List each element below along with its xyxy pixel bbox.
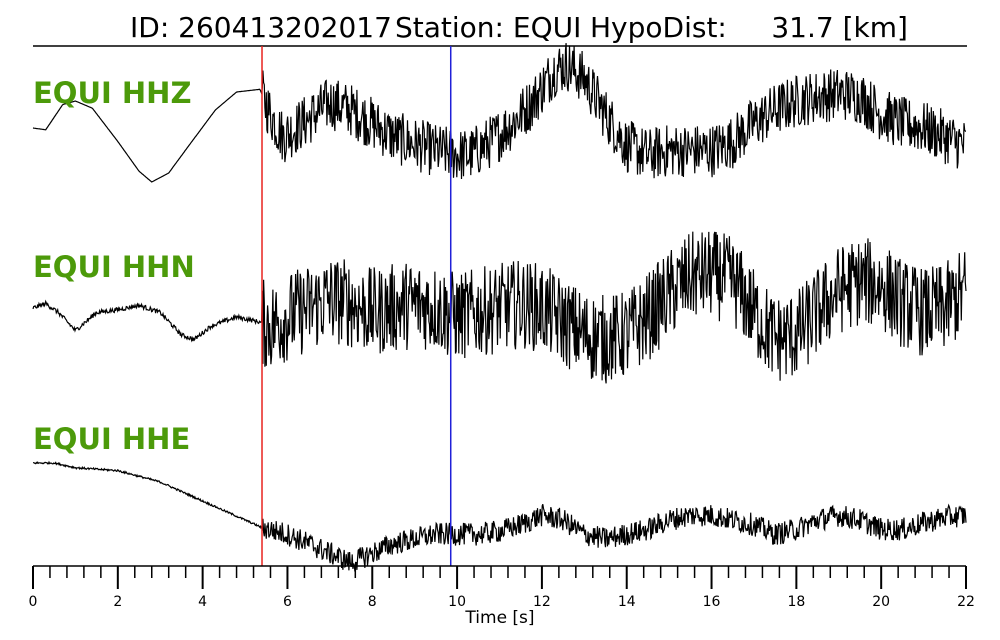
channel-label-equi-hhe: EQUI HHE: [33, 422, 190, 456]
x-tick-label: 12: [533, 594, 551, 610]
x-tick-label: 20: [872, 594, 890, 610]
x-tick-label: 22: [957, 594, 975, 610]
x-tick-label: 16: [703, 594, 721, 610]
title-station: Station: EQUI: [395, 11, 581, 44]
x-tick-label: 10: [448, 594, 466, 610]
x-tick-label: 8: [368, 594, 377, 610]
x-tick-label: 18: [787, 594, 805, 610]
x-tick-label: 0: [29, 594, 38, 610]
x-axis-label: Time [s]: [464, 608, 534, 628]
trace-group: [32, 43, 967, 572]
trace-equi-hhn: [32, 231, 967, 384]
channel-label-equi-hhz: EQUI HHZ: [33, 76, 191, 110]
x-tick-label: 2: [113, 594, 122, 610]
x-axis-ticks: 0 2 4 6 8 10 12 14 16 18 20 22: [29, 566, 975, 610]
trace-equi-hhz: [32, 43, 966, 183]
phase-pick-group: [261, 46, 452, 566]
channel-label-group: EQUI HHZ EQUI HHN EQUI HHE: [33, 76, 195, 456]
x-axis: 0 2 4 6 8 10 12 14 16 18 20 22 Time [s]: [29, 565, 975, 628]
x-tick-label: 14: [618, 594, 636, 610]
x-tick-label: 4: [198, 594, 207, 610]
title-id: ID: 260413202017: [130, 11, 392, 44]
x-tick-label: 6: [283, 594, 292, 610]
trace-equi-hhe: [33, 460, 967, 572]
channel-label-equi-hhn: EQUI HHN: [33, 250, 195, 284]
title-hypodist: HypoDist: 31.7 [km]: [590, 11, 908, 44]
